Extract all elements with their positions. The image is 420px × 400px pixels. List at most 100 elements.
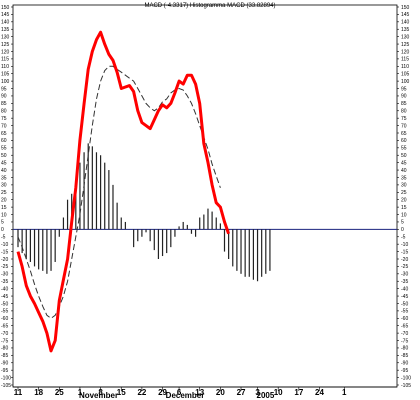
right-y-tick-label: 5 bbox=[401, 220, 404, 226]
x-tick-label: 20 bbox=[216, 388, 225, 397]
left-y-tick-label: 55 bbox=[1, 146, 7, 152]
right-y-tick-label: -80 bbox=[401, 346, 408, 352]
left-y-tick-label: 5 bbox=[1, 220, 4, 226]
right-y-tick-label: 125 bbox=[401, 42, 410, 48]
left-y-tick-label: 140 bbox=[1, 20, 10, 26]
right-y-tick-label: -35 bbox=[401, 279, 408, 285]
left-y-tick-label: 95 bbox=[1, 86, 7, 92]
right-y-tick-label: -30 bbox=[401, 272, 408, 278]
right-y-tick-label: -85 bbox=[401, 353, 408, 359]
right-y-tick-label: 115 bbox=[401, 57, 409, 63]
right-y-tick-label: -95 bbox=[401, 368, 408, 374]
x-tick-label: 6 bbox=[177, 388, 182, 397]
left-y-tick-label: 120 bbox=[1, 49, 10, 55]
right-y-tick-label: 70 bbox=[401, 123, 407, 129]
x-tick-label: 1 bbox=[342, 388, 347, 397]
month-label: December bbox=[166, 391, 205, 400]
right-y-tick-label: 20 bbox=[401, 198, 407, 204]
x-tick-label: 22 bbox=[137, 388, 146, 397]
left-y-tick-label: -105 bbox=[1, 383, 11, 389]
x-tick-label: 10 bbox=[274, 388, 283, 397]
right-y-tick-label: 150 bbox=[401, 5, 410, 11]
left-y-tick-label: -85 bbox=[1, 353, 8, 359]
left-y-tick-label: -5 bbox=[1, 235, 6, 241]
right-y-tick-label: 120 bbox=[401, 49, 410, 55]
right-y-axis: 1501451401351301251201151101051009590858… bbox=[397, 5, 411, 389]
right-y-tick-label: 140 bbox=[401, 20, 410, 26]
left-y-tick-label: -90 bbox=[1, 361, 8, 367]
x-tick-label: 15 bbox=[117, 388, 126, 397]
x-axis: 11 18 25 1 8 15 22 29 6 13 20 27 3 10 17 24 1 bbox=[14, 387, 347, 397]
left-y-tick-label: -75 bbox=[1, 338, 8, 344]
left-y-tick-label: 15 bbox=[1, 205, 7, 211]
left-y-tick-label: -100 bbox=[1, 375, 11, 381]
left-y-tick-label: 145 bbox=[1, 12, 10, 18]
left-y-tick-label: 80 bbox=[1, 109, 7, 115]
month-label: 2005 bbox=[257, 391, 275, 400]
x-tick-label: 8 bbox=[98, 388, 103, 397]
left-y-tick-label: -80 bbox=[1, 346, 8, 352]
right-y-tick-label: 130 bbox=[401, 34, 410, 40]
right-y-tick-label: 65 bbox=[401, 131, 407, 137]
left-y-tick-label: -25 bbox=[1, 264, 8, 270]
left-y-tick-label: 30 bbox=[1, 183, 7, 189]
left-y-tick-label: -35 bbox=[1, 279, 8, 285]
left-y-tick-label: -50 bbox=[1, 301, 8, 307]
macd-line bbox=[16, 30, 231, 353]
right-y-tick-label: 55 bbox=[401, 146, 407, 152]
x-tick-label: 17 bbox=[294, 388, 303, 397]
right-y-tick-label: -40 bbox=[401, 286, 408, 292]
left-y-tick-label: 10 bbox=[1, 212, 7, 218]
right-y-tick-label: 85 bbox=[401, 101, 407, 107]
left-y-tick-label: 135 bbox=[1, 27, 10, 33]
left-y-tick-label: 115 bbox=[1, 57, 9, 63]
right-y-tick-label: 135 bbox=[401, 27, 410, 33]
right-y-tick-label: 25 bbox=[401, 190, 407, 196]
x-tick-label: 3 bbox=[255, 388, 260, 397]
left-y-tick-label: -60 bbox=[1, 316, 8, 322]
left-y-tick-label: 65 bbox=[1, 131, 7, 137]
left-y-tick-label: 110 bbox=[1, 64, 9, 70]
right-y-tick-label: 95 bbox=[401, 86, 407, 92]
left-y-tick-label: -95 bbox=[1, 368, 8, 374]
left-y-tick-label: -20 bbox=[1, 257, 8, 263]
right-y-tick-label: -90 bbox=[401, 361, 408, 367]
left-y-tick-label: -15 bbox=[1, 249, 8, 255]
right-y-tick-label: -10 bbox=[401, 242, 408, 248]
right-y-tick-label: -55 bbox=[401, 309, 408, 315]
right-y-tick-label: 105 bbox=[401, 72, 410, 78]
right-y-tick-label: -20 bbox=[401, 257, 408, 263]
left-y-tick-label: 130 bbox=[1, 34, 10, 40]
x-tick-label: 18 bbox=[34, 388, 43, 397]
right-y-tick-label: 45 bbox=[401, 160, 407, 166]
right-y-tick-label: 90 bbox=[401, 94, 407, 100]
left-y-tick-label: 35 bbox=[1, 175, 7, 181]
x-tick-label: 27 bbox=[237, 388, 246, 397]
right-y-tick-label: -75 bbox=[401, 338, 408, 344]
left-y-tick-label: 100 bbox=[1, 79, 10, 85]
left-y-tick-label: 0 bbox=[1, 227, 4, 233]
x-tick-label: 11 bbox=[14, 388, 23, 397]
right-y-tick-label: -15 bbox=[401, 249, 408, 255]
right-y-tick-label: -105 bbox=[401, 383, 411, 389]
right-y-tick-label: -70 bbox=[401, 331, 408, 337]
left-y-tick-label: 70 bbox=[1, 123, 7, 129]
right-y-tick-label: -25 bbox=[401, 264, 408, 270]
histogram bbox=[17, 143, 271, 282]
left-y-tick-label: 125 bbox=[1, 42, 10, 48]
left-y-tick-label: -10 bbox=[1, 242, 8, 248]
left-y-tick-label: -45 bbox=[1, 294, 8, 300]
left-y-tick-label: 40 bbox=[1, 168, 7, 174]
right-y-tick-label: -5 bbox=[401, 235, 406, 241]
left-y-tick-label: 45 bbox=[1, 160, 7, 166]
left-y-tick-label: 60 bbox=[1, 138, 7, 144]
left-y-axis: 1501451401351301251201151101051009590858… bbox=[1, 5, 13, 389]
right-y-tick-label: -60 bbox=[401, 316, 408, 322]
left-y-tick-label: 20 bbox=[1, 198, 7, 204]
signal-line bbox=[17, 65, 221, 319]
x-tick-label: 1 bbox=[78, 388, 83, 397]
right-y-tick-label: 35 bbox=[401, 175, 407, 181]
right-y-tick-label: 50 bbox=[401, 153, 407, 159]
